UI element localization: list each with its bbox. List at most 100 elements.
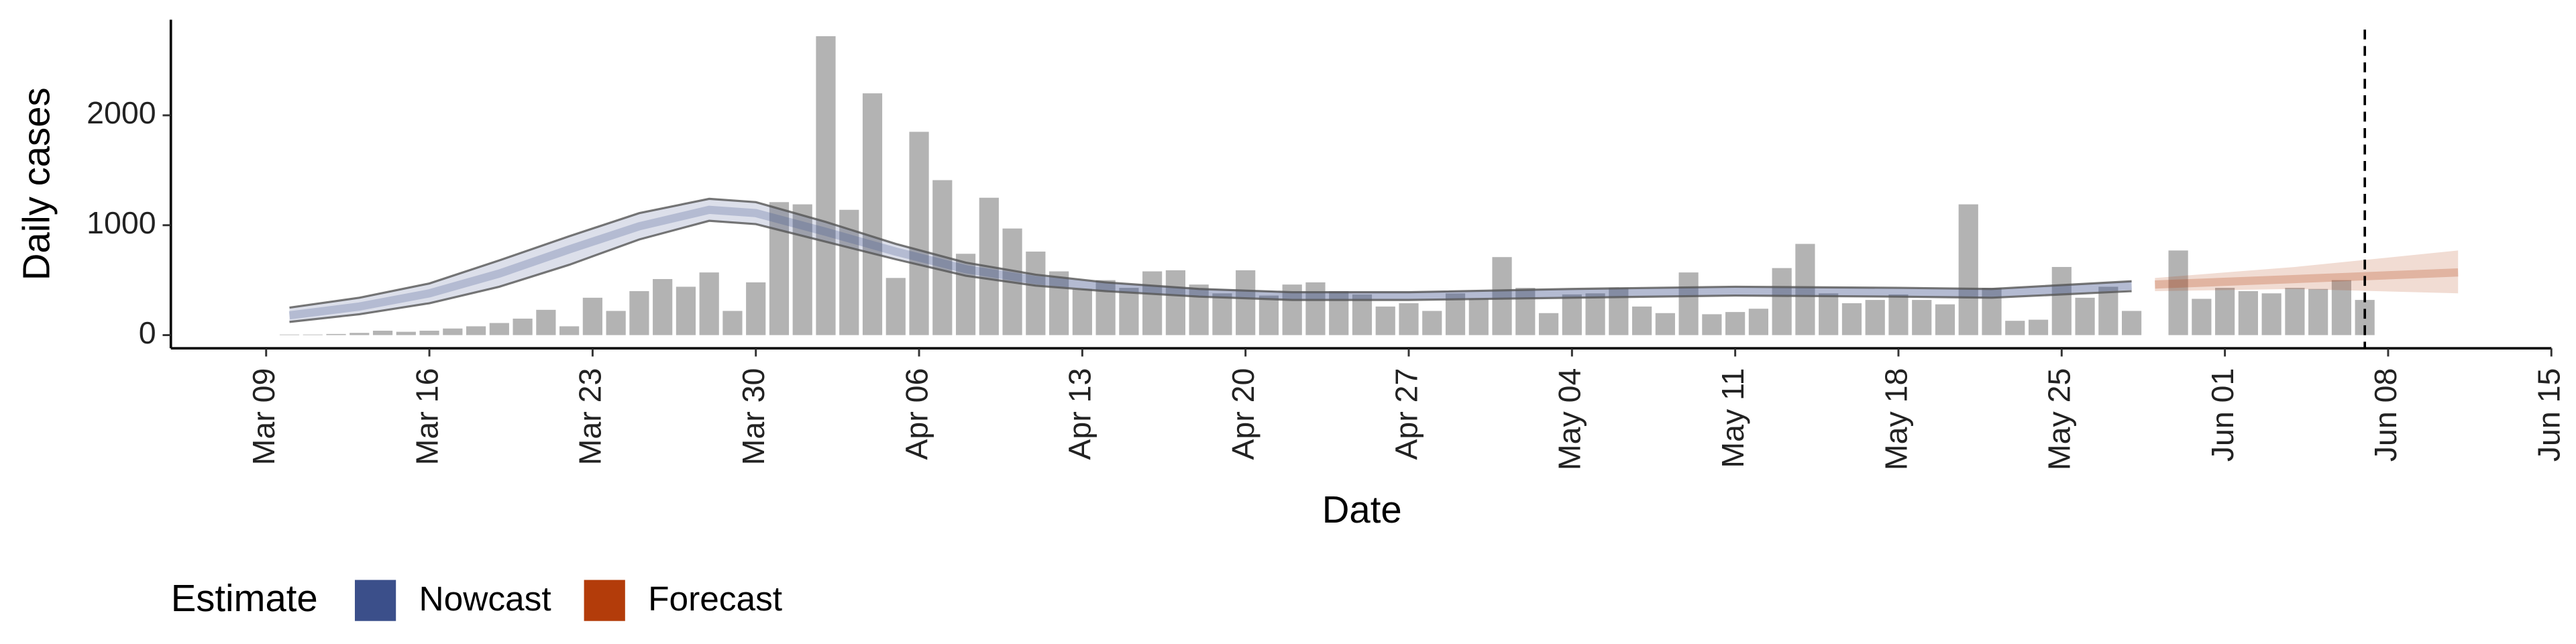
bar	[792, 204, 812, 335]
bar	[1515, 288, 1536, 335]
x-tick-label: Mar 09	[246, 368, 281, 466]
legend-label: Forecast	[648, 579, 782, 618]
bar	[2121, 311, 2142, 335]
bar	[1258, 295, 1279, 335]
bar	[1492, 257, 1512, 335]
bar	[2051, 266, 2072, 335]
bar	[1819, 293, 1839, 335]
bar	[1236, 270, 1256, 335]
bar	[629, 291, 649, 335]
legend-title: Estimate	[171, 577, 318, 619]
bar	[1399, 303, 1419, 335]
bar	[559, 326, 580, 335]
bar	[909, 131, 929, 335]
bar	[1562, 294, 1582, 335]
legend-swatch	[584, 580, 625, 621]
x-tick-label: May 25	[2042, 368, 2077, 471]
x-tick-label: Mar 30	[736, 368, 771, 466]
bar	[699, 272, 719, 335]
bar	[1189, 284, 1209, 335]
x-tick-label: May 18	[1878, 368, 1913, 471]
bar	[1119, 288, 1139, 335]
bar	[1305, 282, 1326, 335]
bar	[2005, 321, 2025, 335]
x-tick-label: Apr 13	[1063, 368, 1097, 460]
bar	[746, 282, 766, 335]
y-axis-title: Daily cases	[15, 87, 58, 280]
bar	[372, 330, 393, 335]
bar	[1095, 280, 1116, 335]
bar	[396, 331, 416, 335]
bar	[2098, 286, 2118, 335]
bar	[350, 333, 370, 335]
bar	[2261, 293, 2282, 335]
bar	[1538, 313, 1559, 335]
bar	[653, 278, 673, 335]
legend-label: Nowcast	[419, 579, 551, 618]
bar	[1865, 300, 1885, 335]
bar	[326, 333, 346, 335]
x-tick-label: Jun 08	[2368, 368, 2403, 462]
bar	[1142, 271, 1163, 335]
x-tick-label: Apr 06	[899, 368, 934, 460]
bar	[1212, 293, 1232, 335]
y-tick-label: 1000	[87, 205, 156, 240]
bar	[2285, 288, 2305, 335]
bar	[1375, 306, 1395, 335]
estimate-line	[289, 219, 2132, 323]
bar	[2238, 291, 2258, 335]
y-tick-label: 0	[139, 315, 156, 350]
bar	[1748, 309, 1769, 335]
bar	[1352, 294, 1373, 335]
bar	[816, 36, 836, 335]
bar	[582, 297, 602, 335]
bar	[1725, 312, 1746, 335]
bar	[769, 202, 790, 335]
estimate-line	[288, 205, 2132, 320]
bar	[955, 254, 976, 335]
x-tick-label: Apr 20	[1226, 368, 1260, 460]
bar	[1609, 288, 1629, 335]
bar	[1888, 294, 1909, 335]
x-axis-title: Date	[1322, 488, 1402, 531]
bar	[1026, 252, 1046, 335]
bar	[1468, 299, 1489, 335]
estimate-line	[289, 197, 2132, 309]
bar	[2075, 297, 2095, 335]
ribbon	[289, 199, 2132, 322]
bar	[885, 278, 906, 335]
bar	[1841, 303, 1862, 335]
bar	[466, 326, 486, 335]
bar	[2192, 299, 2212, 335]
x-tick-label: Jun 15	[2532, 368, 2567, 462]
bar	[2215, 288, 2235, 335]
bar	[1772, 268, 1792, 335]
bar	[1049, 271, 1069, 335]
bar	[2331, 280, 2352, 335]
x-tick-label: May 04	[1552, 368, 1587, 471]
y-tick-label: 2000	[87, 95, 156, 130]
bar	[1585, 293, 1605, 335]
bar	[1795, 244, 1815, 335]
bar	[1982, 288, 2002, 335]
bar	[1165, 270, 1185, 335]
bar	[1702, 314, 1722, 335]
estimate-line	[2155, 268, 2459, 289]
bar	[1655, 313, 1675, 335]
bar	[419, 330, 439, 335]
bar	[862, 93, 883, 335]
bar	[536, 309, 556, 335]
bar	[1935, 304, 1955, 335]
legend-swatch	[354, 580, 396, 621]
x-tick-label: Jun 01	[2205, 368, 2240, 462]
ribbon	[2155, 250, 2459, 294]
bar	[722, 311, 743, 335]
bar	[2028, 319, 2049, 335]
bar	[513, 318, 533, 335]
x-tick-label: Apr 27	[1389, 368, 1424, 460]
bar	[1422, 311, 1442, 335]
bar	[1329, 291, 1349, 335]
x-tick-label: Mar 23	[573, 368, 608, 466]
